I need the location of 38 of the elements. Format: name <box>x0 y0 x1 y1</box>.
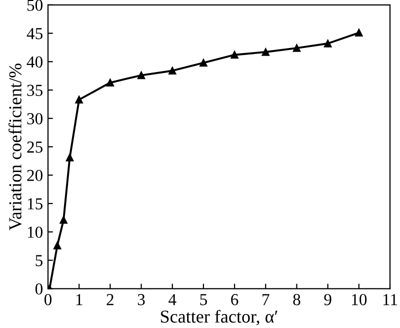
point <box>355 28 363 37</box>
point <box>137 71 146 80</box>
x-tick-label: 4 <box>168 294 176 306</box>
y-tick-label: 10 <box>28 226 43 238</box>
y-tick-label: 25 <box>27 142 42 153</box>
x-tick-label: 7 <box>262 294 270 306</box>
point <box>106 78 114 86</box>
y-tick-label: 40 <box>26 56 43 68</box>
y-tick-label: 30 <box>27 113 43 124</box>
y-tick-label: 15 <box>28 198 42 210</box>
y-tick-label: 35 <box>27 84 42 96</box>
x-tick-label: 10 <box>352 294 367 306</box>
point <box>75 96 83 104</box>
point <box>60 216 68 224</box>
y-tick-label: 50 <box>27 0 43 11</box>
x-tick-label: 1 <box>76 294 82 306</box>
x-axis-title: Scatter factor, α′ <box>160 310 278 326</box>
x-tick-label: 6 <box>231 294 238 306</box>
y-tick-label: 5 <box>36 255 42 266</box>
point <box>66 154 74 162</box>
y-tick-label: 20 <box>27 170 43 182</box>
x-tick-label: 11 <box>383 294 398 306</box>
x-tick-label: 2 <box>106 294 114 306</box>
y-tick-label: 45 <box>26 28 42 40</box>
x-tick-label: 9 <box>324 294 332 306</box>
y-tick-label: 0 <box>35 283 43 295</box>
point <box>324 40 332 48</box>
point <box>200 58 208 67</box>
point <box>54 242 62 250</box>
x-tick-label: 0 <box>44 294 52 306</box>
point <box>292 44 301 52</box>
x-tick-label: 5 <box>200 294 207 306</box>
x-tick-label: 3 <box>138 294 145 306</box>
point <box>262 48 270 56</box>
y-axis-title: Variation coefficient/% <box>8 64 22 230</box>
point <box>230 51 238 59</box>
x-tick-label: 8 <box>293 294 300 306</box>
point <box>168 66 176 75</box>
